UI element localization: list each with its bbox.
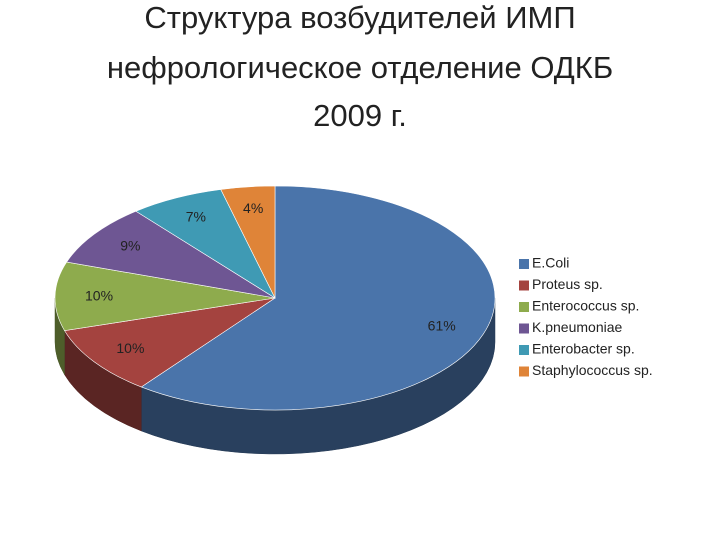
slice xyxy=(64,297,276,388)
legend-swatch xyxy=(519,366,529,377)
legend-label: Enterococcus sp. xyxy=(532,298,639,314)
data-label: 10% xyxy=(85,287,113,303)
chart-title: 2009 г. xyxy=(313,98,407,133)
legend-swatch xyxy=(519,345,529,355)
legend: E.Coli Proteus sp. Enterococcus sp. K.pneum… xyxy=(519,255,653,378)
chart-title: Структура возбудителей ИМП xyxy=(144,0,575,35)
legend-label: K.pneumoniae xyxy=(532,319,623,335)
legend-swatch xyxy=(519,259,529,269)
slice xyxy=(54,261,276,331)
legend-label: Staphylococcus sp. xyxy=(532,362,653,378)
legend-swatch xyxy=(519,302,529,312)
data-label: 61% xyxy=(428,317,456,333)
legend-label: Enterobacter sp. xyxy=(532,341,635,357)
data-label: 7% xyxy=(186,209,206,225)
legend-label: E.Coli xyxy=(532,255,569,271)
legend-swatch xyxy=(519,323,529,334)
pie-tops xyxy=(54,185,496,411)
data-label: 9% xyxy=(120,238,140,254)
chart-title: нефрологическое отделение ОДКБ xyxy=(107,50,613,85)
legend-label: Proteus sp. xyxy=(532,276,603,292)
legend-swatch xyxy=(519,280,529,291)
data-label: 4% xyxy=(243,200,263,216)
slice xyxy=(66,210,276,299)
pie-labels: 61% 10% 10% 9% 7% 4% xyxy=(85,200,456,356)
slice xyxy=(140,185,496,411)
slice xyxy=(220,185,276,299)
data-label: 10% xyxy=(116,340,144,356)
